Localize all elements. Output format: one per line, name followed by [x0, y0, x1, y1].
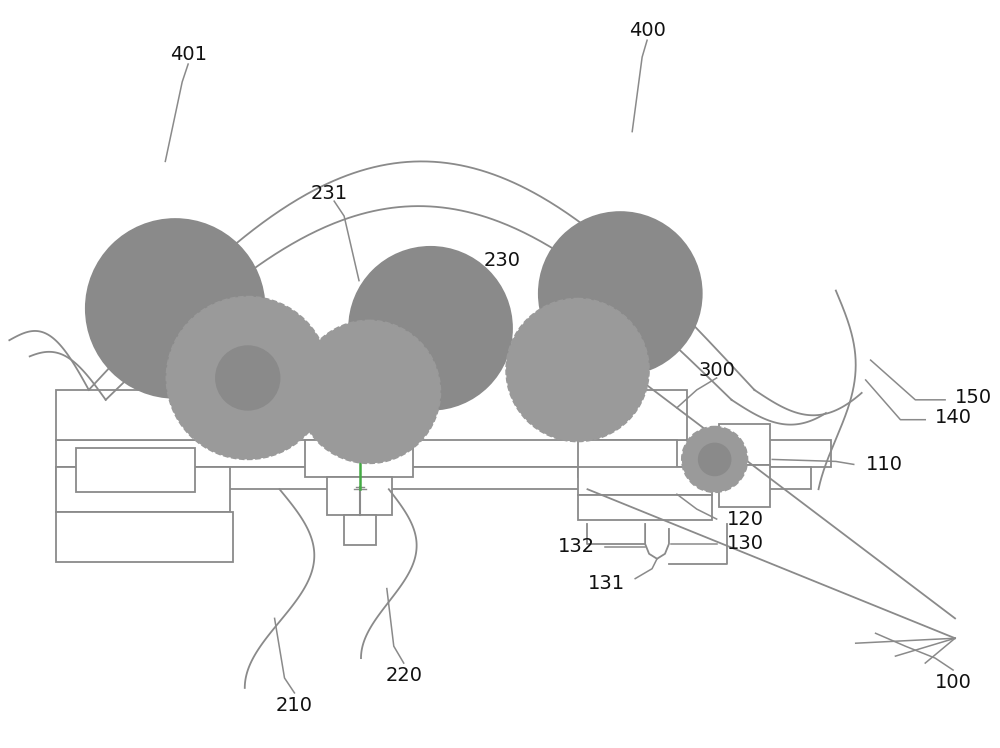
Circle shape — [682, 426, 747, 492]
Circle shape — [590, 264, 650, 323]
Text: 300: 300 — [698, 361, 735, 379]
Text: 110: 110 — [866, 455, 903, 474]
Circle shape — [86, 219, 265, 398]
Text: 120: 120 — [727, 509, 764, 529]
Text: 231: 231 — [311, 184, 348, 203]
Text: 140: 140 — [935, 408, 972, 427]
Text: 132: 132 — [558, 537, 595, 557]
Circle shape — [297, 320, 440, 464]
Bar — [56, 440, 831, 468]
Circle shape — [216, 346, 280, 410]
Circle shape — [166, 296, 329, 459]
Text: 210: 210 — [276, 696, 313, 715]
Bar — [344, 515, 376, 545]
Circle shape — [139, 273, 211, 344]
Bar — [578, 495, 712, 520]
Bar — [578, 440, 677, 477]
Bar — [578, 468, 712, 495]
Bar — [578, 390, 687, 440]
Bar — [76, 447, 195, 492]
Circle shape — [699, 444, 731, 475]
Bar — [56, 512, 233, 562]
Text: 230: 230 — [483, 251, 520, 270]
Bar — [553, 417, 578, 432]
Text: 130: 130 — [727, 534, 764, 554]
Circle shape — [506, 298, 649, 441]
Bar — [56, 390, 230, 440]
Circle shape — [401, 298, 460, 358]
Bar — [719, 423, 770, 465]
Text: 131: 131 — [588, 574, 625, 593]
Bar — [719, 465, 770, 507]
Circle shape — [539, 212, 702, 375]
Bar — [56, 468, 811, 489]
Text: 400: 400 — [629, 21, 666, 40]
Bar — [305, 440, 413, 477]
Text: 100: 100 — [935, 673, 972, 693]
Bar — [327, 477, 392, 515]
Text: 150: 150 — [955, 388, 992, 408]
Bar — [553, 410, 581, 432]
Bar — [317, 405, 402, 440]
Text: 401: 401 — [170, 45, 207, 64]
Bar — [56, 468, 230, 512]
Circle shape — [349, 247, 512, 410]
Text: 220: 220 — [385, 666, 422, 685]
